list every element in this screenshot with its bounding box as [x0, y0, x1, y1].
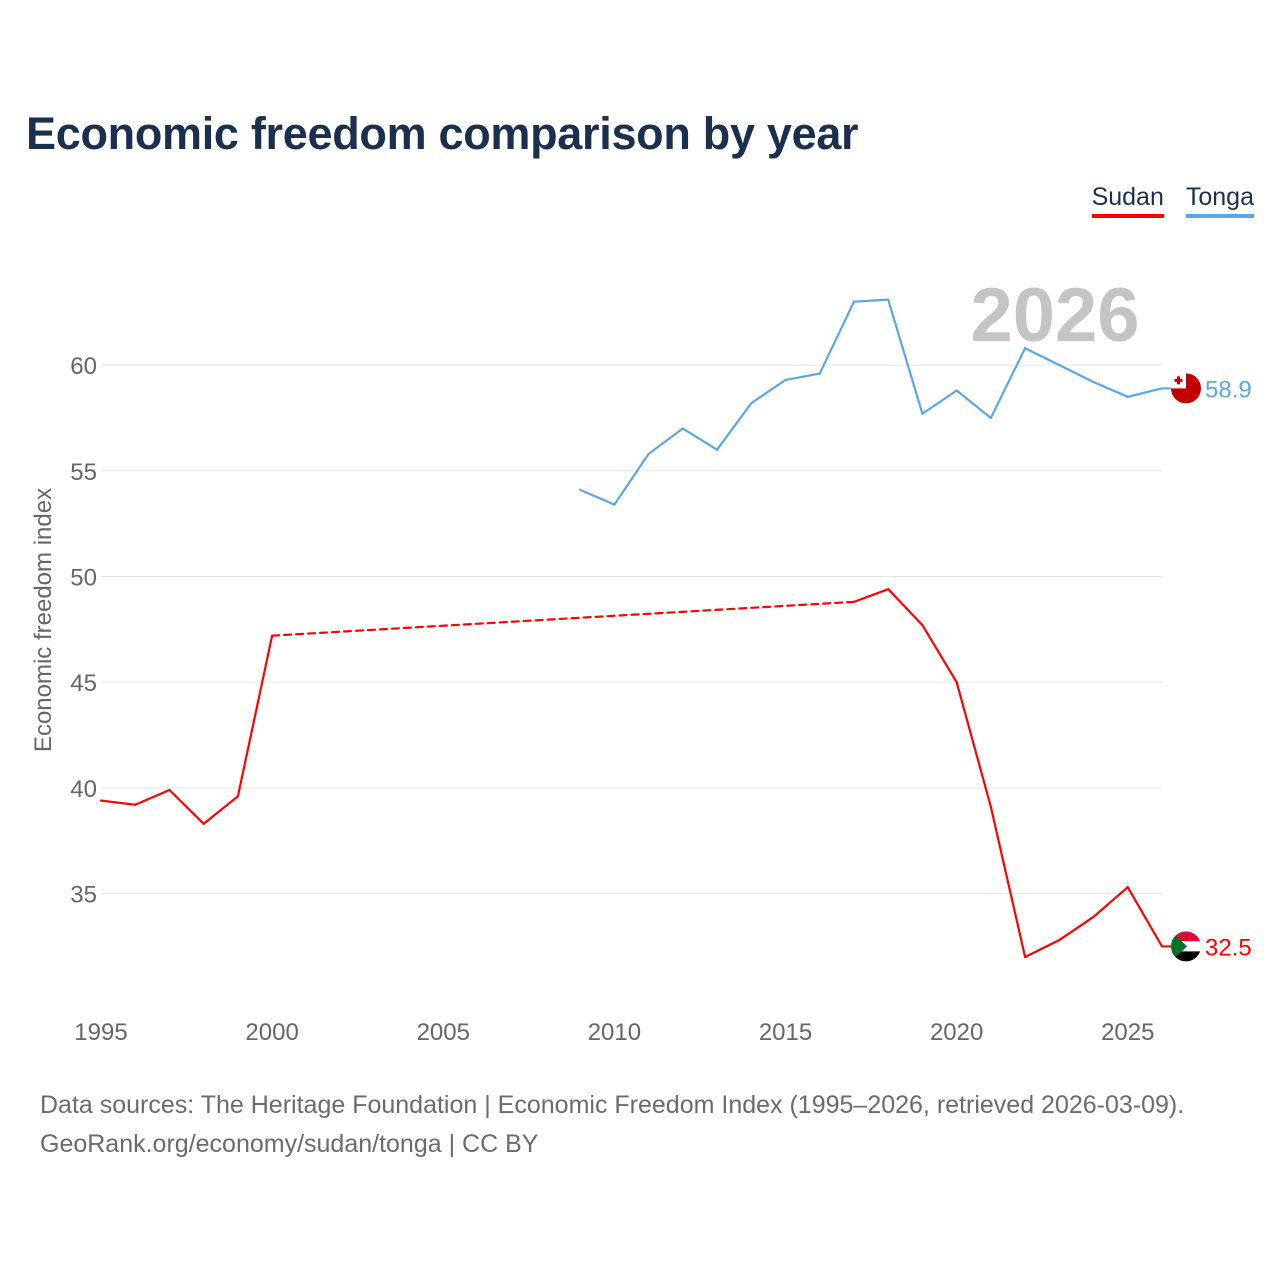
footer: Data sources: The Heritage Foundation | …: [40, 1086, 1184, 1164]
line-chart: 35 40 45 50 55 60 1995 2000 2005 2010 2015 2020 2025…: [30, 273, 1252, 1046]
series-line-tonga: [989, 347, 1027, 420]
end-value-label: 58.9: [1205, 376, 1252, 403]
chart-title: Economic freedom comparison by year: [26, 108, 859, 159]
y-tick-label: 50: [70, 564, 97, 591]
tonga-flag-icon: [1171, 373, 1201, 404]
series-line-sudan: [1092, 886, 1129, 918]
series-line-sudan: [134, 788, 171, 806]
y-tick-label: 60: [70, 353, 97, 380]
series-line-tonga: [750, 378, 787, 405]
series-line-sudan: [1023, 938, 1061, 959]
series-line-tonga: [1058, 364, 1095, 384]
series-line-sudan: [921, 624, 958, 684]
end-value-label: 32.5: [1205, 934, 1252, 961]
x-tick-label: 2015: [759, 1019, 812, 1046]
x-tick-label: 2005: [417, 1019, 470, 1046]
series-line-sudan: [236, 634, 274, 798]
x-tick-label: 1995: [74, 1019, 127, 1046]
series-line-tonga: [681, 427, 719, 451]
series-line-sudan: [202, 795, 240, 825]
series-line-sudan: [1058, 915, 1095, 942]
series-line-tonga: [852, 298, 890, 303]
y-tick-label: 35: [70, 882, 97, 909]
series-line-sudan: [99, 799, 137, 806]
series-line-tonga: [818, 300, 856, 375]
legend-item-tonga[interactable]: Tonga: [1185, 183, 1254, 218]
y-axis-label: Economic freedom index: [30, 488, 57, 752]
series-line-sudan: [887, 588, 924, 627]
series-line-sudan: [955, 681, 992, 808]
series-line-tonga: [1023, 347, 1061, 367]
year-overlay: 2026: [970, 273, 1139, 358]
x-tick-label: 2020: [930, 1019, 983, 1046]
series-line-sudan: [989, 805, 1027, 959]
y-tick-label: 55: [70, 459, 97, 486]
series-line-tonga: [579, 488, 616, 506]
sudan-flag-icon: [1171, 931, 1201, 962]
attribution-text: GeoRank.org/economy/sudan/tonga | CC BY: [40, 1130, 539, 1158]
series-line-tonga: [887, 298, 924, 415]
series-line-sudan: [271, 600, 856, 637]
series-line-tonga: [921, 389, 958, 415]
legend: Sudan Tonga: [1091, 183, 1254, 218]
legend-item-sudan[interactable]: Sudan: [1091, 183, 1164, 218]
x-tick-label: 2010: [588, 1019, 641, 1046]
series-line-tonga: [784, 372, 821, 382]
series-line-sudan: [1126, 886, 1164, 948]
series-line-tonga: [715, 402, 753, 451]
y-tick-label: 45: [70, 670, 97, 697]
series-line-tonga: [1092, 380, 1129, 398]
series-line-sudan: [168, 788, 205, 825]
series-line-tonga: [647, 427, 684, 455]
x-tick-label: 2025: [1101, 1019, 1154, 1046]
series-line-tonga: [1126, 387, 1164, 398]
series-line-tonga: [613, 452, 650, 506]
series-line-tonga: [955, 389, 992, 420]
data-source-text: Data sources: The Heritage Foundation | …: [40, 1091, 1185, 1119]
y-tick-label: 40: [70, 776, 97, 803]
series-line-sudan: [852, 588, 890, 603]
x-tick-label: 2000: [245, 1019, 298, 1046]
